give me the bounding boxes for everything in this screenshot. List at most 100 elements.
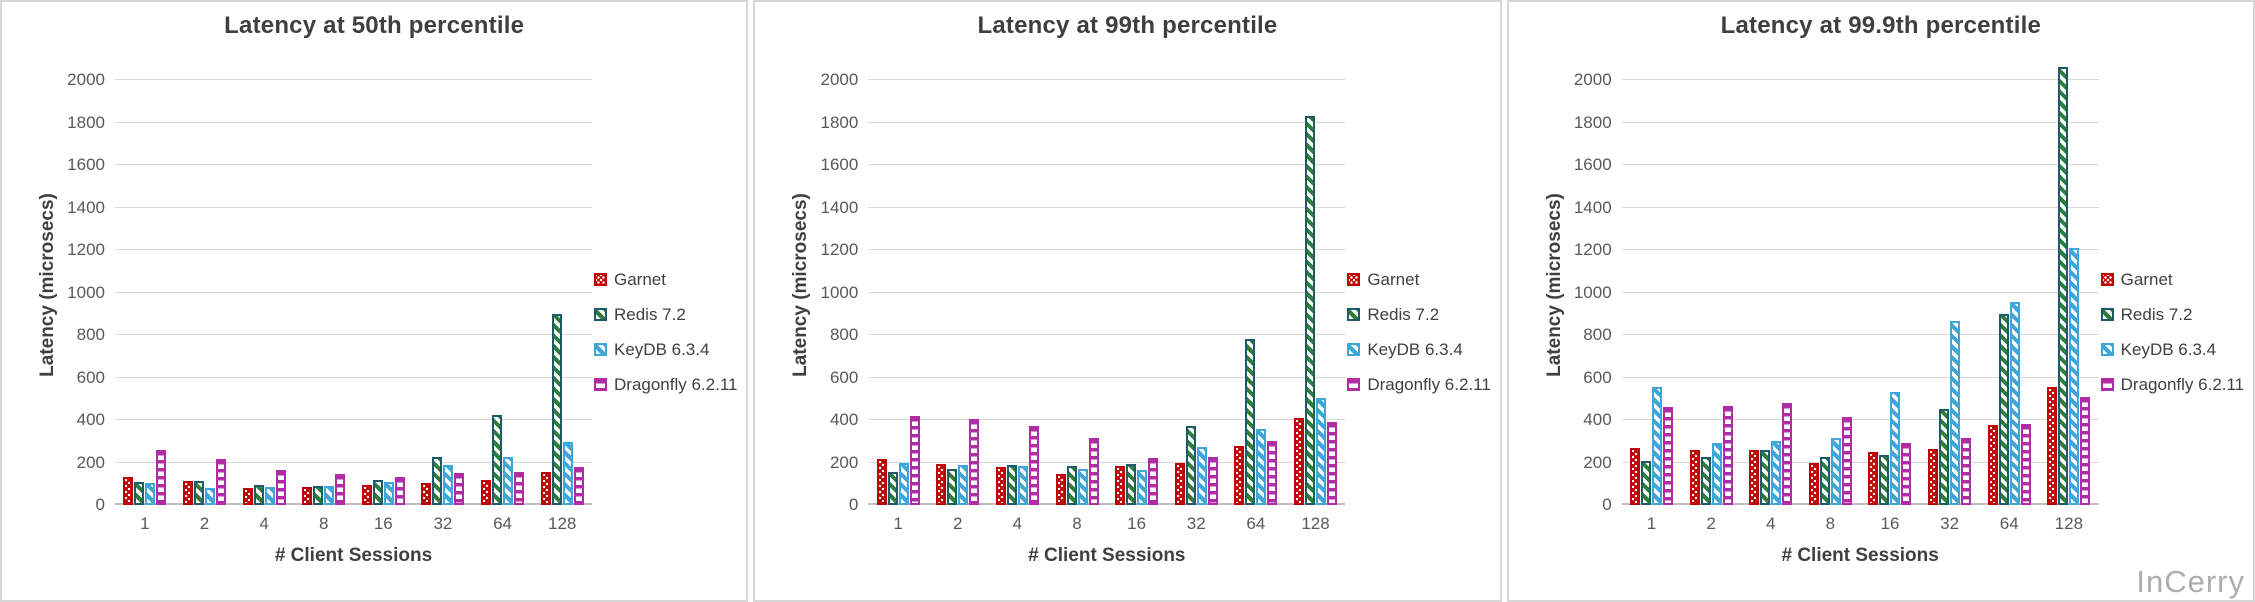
x-category-label: 1 <box>1646 514 1657 533</box>
bar-group-1 <box>1622 66 1682 505</box>
legend-label: KeyDB 6.3.4 <box>2120 339 2217 359</box>
y-axis-tick-labels: 0 200 400 600 800 1000 1200 1400 1600 1800 2000 <box>755 66 859 514</box>
legend-swatch-icon <box>1347 273 1361 286</box>
y-tick-label: 2000 <box>67 70 105 89</box>
bar-garnet <box>123 477 134 505</box>
bar-garnet <box>1987 425 1998 505</box>
legend-swatch-icon <box>2100 343 2114 356</box>
bar-garnet <box>1055 474 1066 505</box>
legend-label: Dragonfly 6.2.11 <box>2120 374 2245 394</box>
bar-dragonfly-6-2-11 <box>156 449 167 505</box>
y-tick-label: 1600 <box>67 155 105 174</box>
x-category-label: 2 <box>953 514 963 533</box>
bar-garnet <box>1808 462 1819 505</box>
bar-garnet <box>1629 447 1640 505</box>
bar-dragonfly-6-2-11 <box>2020 424 2031 505</box>
bar-keydb-6-3-4 <box>1711 443 1722 505</box>
legend: Garnet Redis 7.2 KeyDB 6.3.4 Dragonfly 6.2.… <box>1347 269 1491 411</box>
bar-group-128 <box>532 66 592 505</box>
bar-keydb-6-3-4 <box>1137 469 1148 505</box>
x-axis-title: # Client Sessions <box>274 545 433 566</box>
bar-dragonfly-6-2-11 <box>1782 403 1793 505</box>
gridline <box>868 376 1346 378</box>
y-tick-label: 1800 <box>1573 112 1612 132</box>
y-tick-label: 1400 <box>67 197 105 217</box>
chart-title: Latency at 99.9th percentile <box>1720 12 2042 39</box>
bar-group-8 <box>1047 66 1107 505</box>
bar-keydb-6-3-4 <box>264 486 275 505</box>
y-tick-label: 200 <box>76 452 105 472</box>
x-category-label: 16 <box>1880 514 1900 533</box>
bar-group-8 <box>1801 66 1861 505</box>
bar-redis-7-2 <box>313 485 324 505</box>
bar-dragonfly-6-2-11 <box>1207 457 1218 505</box>
y-tick-label: 1600 <box>820 155 859 174</box>
bar-dragonfly-6-2-11 <box>909 415 920 505</box>
bar-redis-7-2 <box>1640 461 1651 505</box>
legend-swatch-icon <box>594 273 607 286</box>
bar-group-128 <box>2039 66 2099 505</box>
legend-swatch-icon <box>594 378 607 391</box>
bar-group-2 <box>1681 66 1741 505</box>
x-category-label: 8 <box>1825 514 1836 533</box>
bar-group-64 <box>473 66 533 505</box>
bar-keydb-6-3-4 <box>1017 465 1028 505</box>
y-tick-label: 1200 <box>1573 240 1612 259</box>
gridline <box>868 164 1346 165</box>
bar-redis-7-2 <box>887 472 898 505</box>
gridline <box>115 376 592 378</box>
legend-label: Redis 7.2 <box>2120 304 2193 324</box>
y-tick-label: 800 <box>829 325 859 344</box>
y-tick-label: 1000 <box>67 282 105 302</box>
bar-redis-7-2 <box>1939 409 1950 505</box>
bar-redis-7-2 <box>1760 449 1771 505</box>
legend-item-keydb-6-3-4: KeyDB 6.3.4 <box>1347 340 1490 359</box>
x-category-label: 8 <box>318 514 329 533</box>
legend-label: Redis 7.2 <box>1367 304 1440 324</box>
bar-keydb-6-3-4 <box>562 442 573 505</box>
bar-keydb-6-3-4 <box>1651 387 1662 505</box>
y-tick-label: 200 <box>829 452 859 472</box>
x-category-label: 16 <box>373 514 393 533</box>
bar-keydb-6-3-4 <box>1256 428 1267 505</box>
chart-title: Latency at 99th percentile <box>977 12 1278 39</box>
x-axis-line <box>115 503 592 505</box>
bar-redis-7-2 <box>432 457 443 505</box>
gridline <box>1621 461 2099 463</box>
bar-group-128 <box>1286 66 1346 505</box>
x-axis-category-labels: 1 2 4 8 16 32 64 128 <box>115 514 592 534</box>
x-category-label: 128 <box>1301 514 1330 533</box>
bar-group-1 <box>868 66 928 505</box>
legend-item-keydb-6-3-4: KeyDB 6.3.4 <box>2100 339 2244 359</box>
bar-garnet <box>1174 462 1185 505</box>
y-tick-label: 1400 <box>820 197 859 217</box>
legend-label: Garnet <box>614 269 666 289</box>
chart-panel-99-9th-percentile: Latency at 99.9th percentile Latency (mi… <box>1506 0 2255 602</box>
bar-garnet <box>481 479 492 505</box>
bar-keydb-6-3-4 <box>958 464 969 505</box>
x-category-label: 64 <box>1246 514 1266 533</box>
bar-group-4 <box>1741 66 1801 505</box>
y-tick-label: 600 <box>829 367 859 387</box>
bar-redis-7-2 <box>1998 313 2009 505</box>
bar-dragonfly-6-2-11 <box>969 418 980 505</box>
bar-redis-7-2 <box>193 480 204 505</box>
x-category-label: 64 <box>1999 514 2019 533</box>
x-category-label: 32 <box>1186 514 1206 533</box>
bar-keydb-6-3-4 <box>2009 302 2020 505</box>
chart-panel-99th-percentile: Latency at 99th percentile Latency (micr… <box>753 0 1502 602</box>
legend-label: Garnet <box>2120 269 2173 289</box>
y-tick-label: 800 <box>1583 325 1612 344</box>
x-axis-title: # Client Sessions <box>1781 545 1939 566</box>
legend-label: Garnet <box>1367 269 1420 289</box>
legend-swatch-icon <box>1347 378 1361 391</box>
x-category-label: 2 <box>199 514 210 533</box>
y-tick-label: 0 <box>95 495 105 514</box>
plot-area <box>868 66 1346 505</box>
y-tick-label: 600 <box>76 367 105 387</box>
bar-keydb-6-3-4 <box>145 482 156 505</box>
legend: Garnet Redis 7.2 KeyDB 6.3.4 Dragonfly 6.2.… <box>594 269 737 411</box>
bar-group-64 <box>1226 66 1286 505</box>
legend-item-garnet: Garnet <box>2100 269 2244 289</box>
